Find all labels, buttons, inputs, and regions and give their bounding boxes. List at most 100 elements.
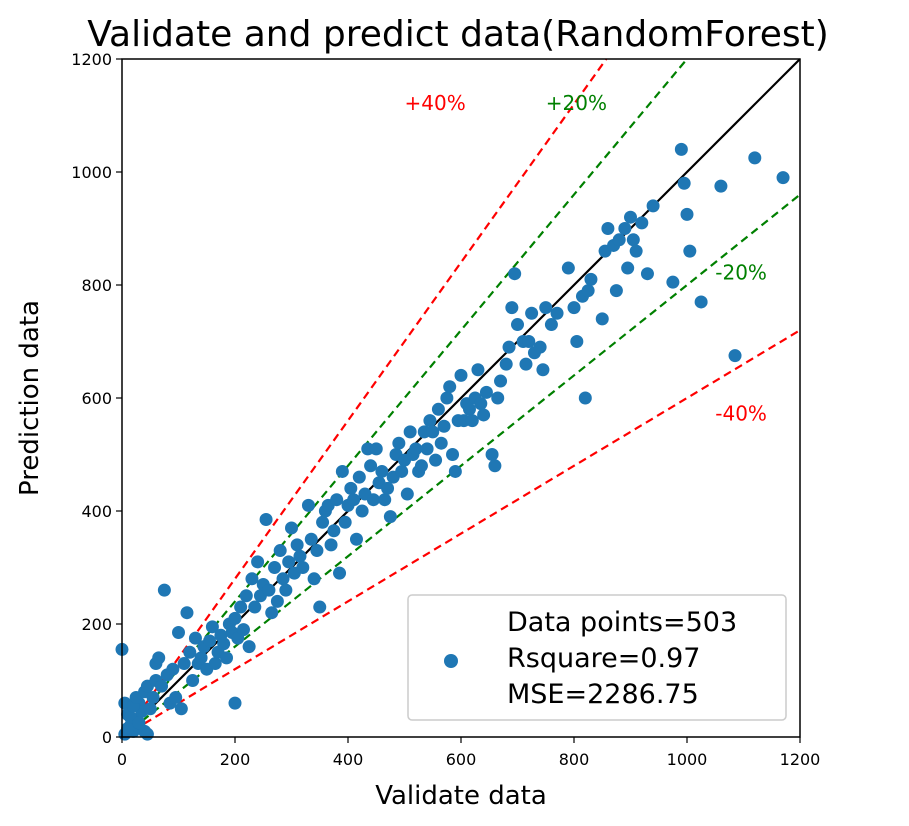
legend-marker — [444, 654, 458, 668]
data-point — [612, 233, 626, 247]
data-point — [454, 368, 468, 382]
x-axis-ticks: 0 200 400 600 800 1000 1200 — [117, 737, 820, 769]
reference-line-1 — [121, 58, 608, 738]
data-point — [465, 414, 479, 428]
data-point — [674, 142, 688, 156]
y-tick-label: 200 — [81, 615, 112, 634]
data-point — [143, 702, 157, 716]
data-point — [434, 436, 448, 450]
data-point — [539, 301, 553, 315]
data-point — [157, 583, 171, 597]
data-point — [177, 657, 191, 671]
data-point — [293, 549, 307, 563]
data-point — [220, 651, 234, 665]
data-point — [307, 572, 321, 586]
data-point — [188, 631, 202, 645]
data-point — [276, 572, 290, 586]
data-point — [624, 210, 637, 224]
data-points — [115, 142, 790, 741]
data-point — [364, 459, 378, 473]
data-point — [236, 623, 250, 637]
data-point — [567, 301, 581, 315]
data-point — [429, 453, 443, 467]
data-point — [522, 335, 536, 348]
data-point — [265, 606, 279, 620]
data-point — [381, 481, 395, 495]
data-point — [621, 261, 635, 275]
data-point — [395, 464, 409, 478]
data-point — [448, 464, 462, 478]
x-tick-label: 400 — [333, 750, 364, 769]
reference-line-label: +20% — [546, 91, 607, 115]
data-point — [239, 589, 253, 603]
data-point — [477, 408, 491, 422]
legend-line-1: Data points=503 — [507, 607, 737, 638]
data-point — [352, 470, 366, 484]
y-tick-label: 0 — [102, 728, 112, 747]
data-point — [375, 464, 389, 478]
data-point — [561, 261, 575, 275]
x-tick-label: 0 — [117, 750, 127, 769]
data-point — [437, 419, 451, 433]
data-point — [132, 716, 146, 730]
data-point — [228, 611, 242, 625]
data-point — [347, 493, 361, 507]
reference-line-label: +40% — [405, 91, 466, 115]
data-point — [502, 340, 516, 354]
data-point — [680, 207, 694, 221]
data-point — [327, 524, 341, 538]
data-point — [728, 349, 742, 363]
data-point — [366, 493, 380, 507]
data-point — [485, 448, 499, 461]
data-point — [646, 199, 660, 213]
line-annotations: +40% +20% -20% -40% — [405, 91, 767, 426]
data-point — [426, 425, 440, 439]
data-point — [285, 521, 298, 535]
legend-line-2: Rsquare=0.97 — [507, 643, 700, 674]
data-point — [629, 244, 643, 258]
data-point — [349, 532, 363, 546]
data-point — [310, 544, 324, 558]
data-point — [270, 594, 284, 608]
data-point — [335, 464, 349, 478]
data-point — [609, 284, 623, 298]
data-point — [259, 512, 273, 526]
data-point — [203, 634, 217, 648]
data-point — [474, 397, 488, 411]
data-point — [282, 555, 296, 569]
data-point — [251, 555, 265, 569]
data-point — [330, 493, 344, 507]
data-point — [414, 459, 428, 473]
data-point — [536, 363, 550, 377]
y-axis-label: Prediction data — [15, 300, 45, 496]
data-point — [169, 690, 183, 704]
data-point — [409, 442, 423, 456]
data-point — [180, 606, 194, 620]
data-point — [338, 515, 352, 529]
x-tick-label: 800 — [559, 750, 590, 769]
data-point — [268, 561, 282, 574]
data-point — [174, 702, 188, 716]
data-point — [505, 301, 519, 315]
legend-box — [407, 594, 787, 721]
x-axis-label: Validate data — [375, 781, 547, 811]
data-point — [420, 442, 434, 456]
data-point — [748, 151, 762, 165]
data-point — [279, 583, 293, 597]
reference-line-4 — [121, 329, 801, 738]
x-tick-label: 1000 — [667, 750, 708, 769]
data-point — [290, 538, 304, 552]
data-point — [172, 625, 185, 639]
legend: Data points=503 Rsquare=0.97 MSE=2286.75 — [407, 594, 787, 721]
data-point — [499, 357, 513, 371]
data-point — [194, 651, 208, 665]
data-point — [301, 498, 315, 512]
data-point — [186, 674, 200, 687]
data-point — [403, 425, 417, 439]
data-point — [166, 662, 180, 676]
data-point — [383, 510, 397, 524]
data-point — [242, 640, 256, 654]
data-point — [519, 357, 533, 371]
data-point — [618, 222, 632, 235]
